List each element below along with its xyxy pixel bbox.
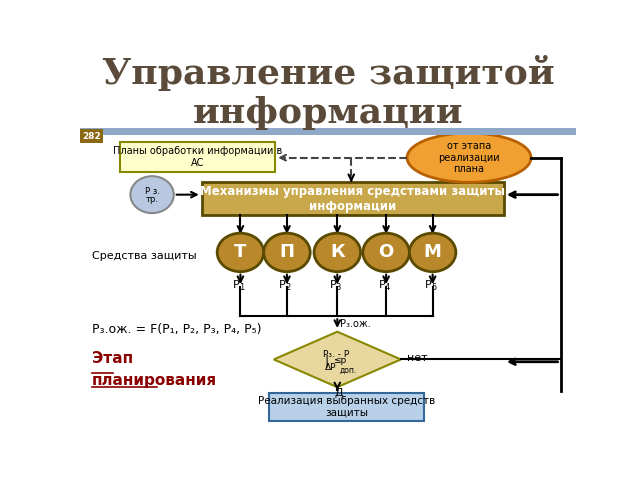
Text: П: П xyxy=(280,243,294,262)
Text: доп.: доп. xyxy=(340,366,357,375)
Ellipse shape xyxy=(217,233,264,272)
Text: 282: 282 xyxy=(83,132,101,141)
FancyBboxPatch shape xyxy=(120,142,275,171)
Text: Управление защитой
информации: Управление защитой информации xyxy=(102,55,554,130)
Text: М: М xyxy=(424,243,442,262)
Ellipse shape xyxy=(131,176,174,213)
Text: Планы обработки информации в
АС: Планы обработки информации в АС xyxy=(113,146,282,168)
Text: Р з.: Р з. xyxy=(145,187,159,196)
Text: P: P xyxy=(378,280,385,290)
Text: P: P xyxy=(330,280,336,290)
FancyBboxPatch shape xyxy=(269,393,424,421)
Text: Механизмы управления средствами защиты
информации: Механизмы управления средствами защиты и… xyxy=(200,184,506,213)
Text: 2: 2 xyxy=(285,283,291,292)
Text: ΔP: ΔP xyxy=(325,363,337,372)
Text: 3: 3 xyxy=(336,283,341,292)
Ellipse shape xyxy=(363,233,410,272)
Text: P: P xyxy=(425,280,431,290)
Text: 4: 4 xyxy=(385,283,390,292)
Text: нет: нет xyxy=(407,353,428,363)
Ellipse shape xyxy=(407,133,531,182)
Text: Д: Д xyxy=(335,388,343,398)
Polygon shape xyxy=(274,332,401,387)
Ellipse shape xyxy=(410,233,456,272)
Text: P₃.ож. = F(P₁, P₂, P₃, P₄, P₅): P₃.ож. = F(P₁, P₂, P₃, P₄, P₅) xyxy=(92,323,261,336)
FancyBboxPatch shape xyxy=(80,129,103,143)
Text: P₃.ож.: P₃.ож. xyxy=(340,319,371,329)
Text: P: P xyxy=(279,280,286,290)
Text: О: О xyxy=(378,243,394,262)
Text: Средства защиты: Средства защиты xyxy=(92,251,196,261)
Ellipse shape xyxy=(264,233,310,272)
Text: P₃. - P: P₃. - P xyxy=(323,349,349,359)
Text: P: P xyxy=(233,280,239,290)
Ellipse shape xyxy=(314,233,360,272)
FancyBboxPatch shape xyxy=(80,128,576,135)
FancyBboxPatch shape xyxy=(202,181,504,216)
Text: К: К xyxy=(330,243,344,262)
Text: Т: Т xyxy=(234,243,246,262)
Text: 5: 5 xyxy=(431,283,436,292)
Text: тр.: тр. xyxy=(145,195,159,204)
Text: Реализация выбранных средств
защиты: Реализация выбранных средств защиты xyxy=(258,396,435,418)
Text: от этапа
реализации
плана: от этапа реализации плана xyxy=(438,141,500,174)
Text: 1: 1 xyxy=(239,283,244,292)
Text: |: | xyxy=(324,354,328,368)
Text: Этап
планирования: Этап планирования xyxy=(92,351,217,388)
Text: ≤p: ≤p xyxy=(333,357,346,365)
